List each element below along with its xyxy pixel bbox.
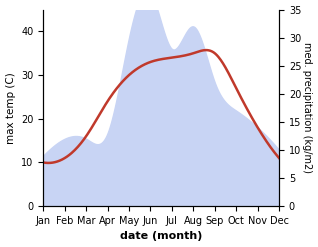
Y-axis label: max temp (C): max temp (C) xyxy=(5,72,16,144)
X-axis label: date (month): date (month) xyxy=(120,231,202,242)
Y-axis label: med. precipitation (kg/m2): med. precipitation (kg/m2) xyxy=(302,42,313,173)
